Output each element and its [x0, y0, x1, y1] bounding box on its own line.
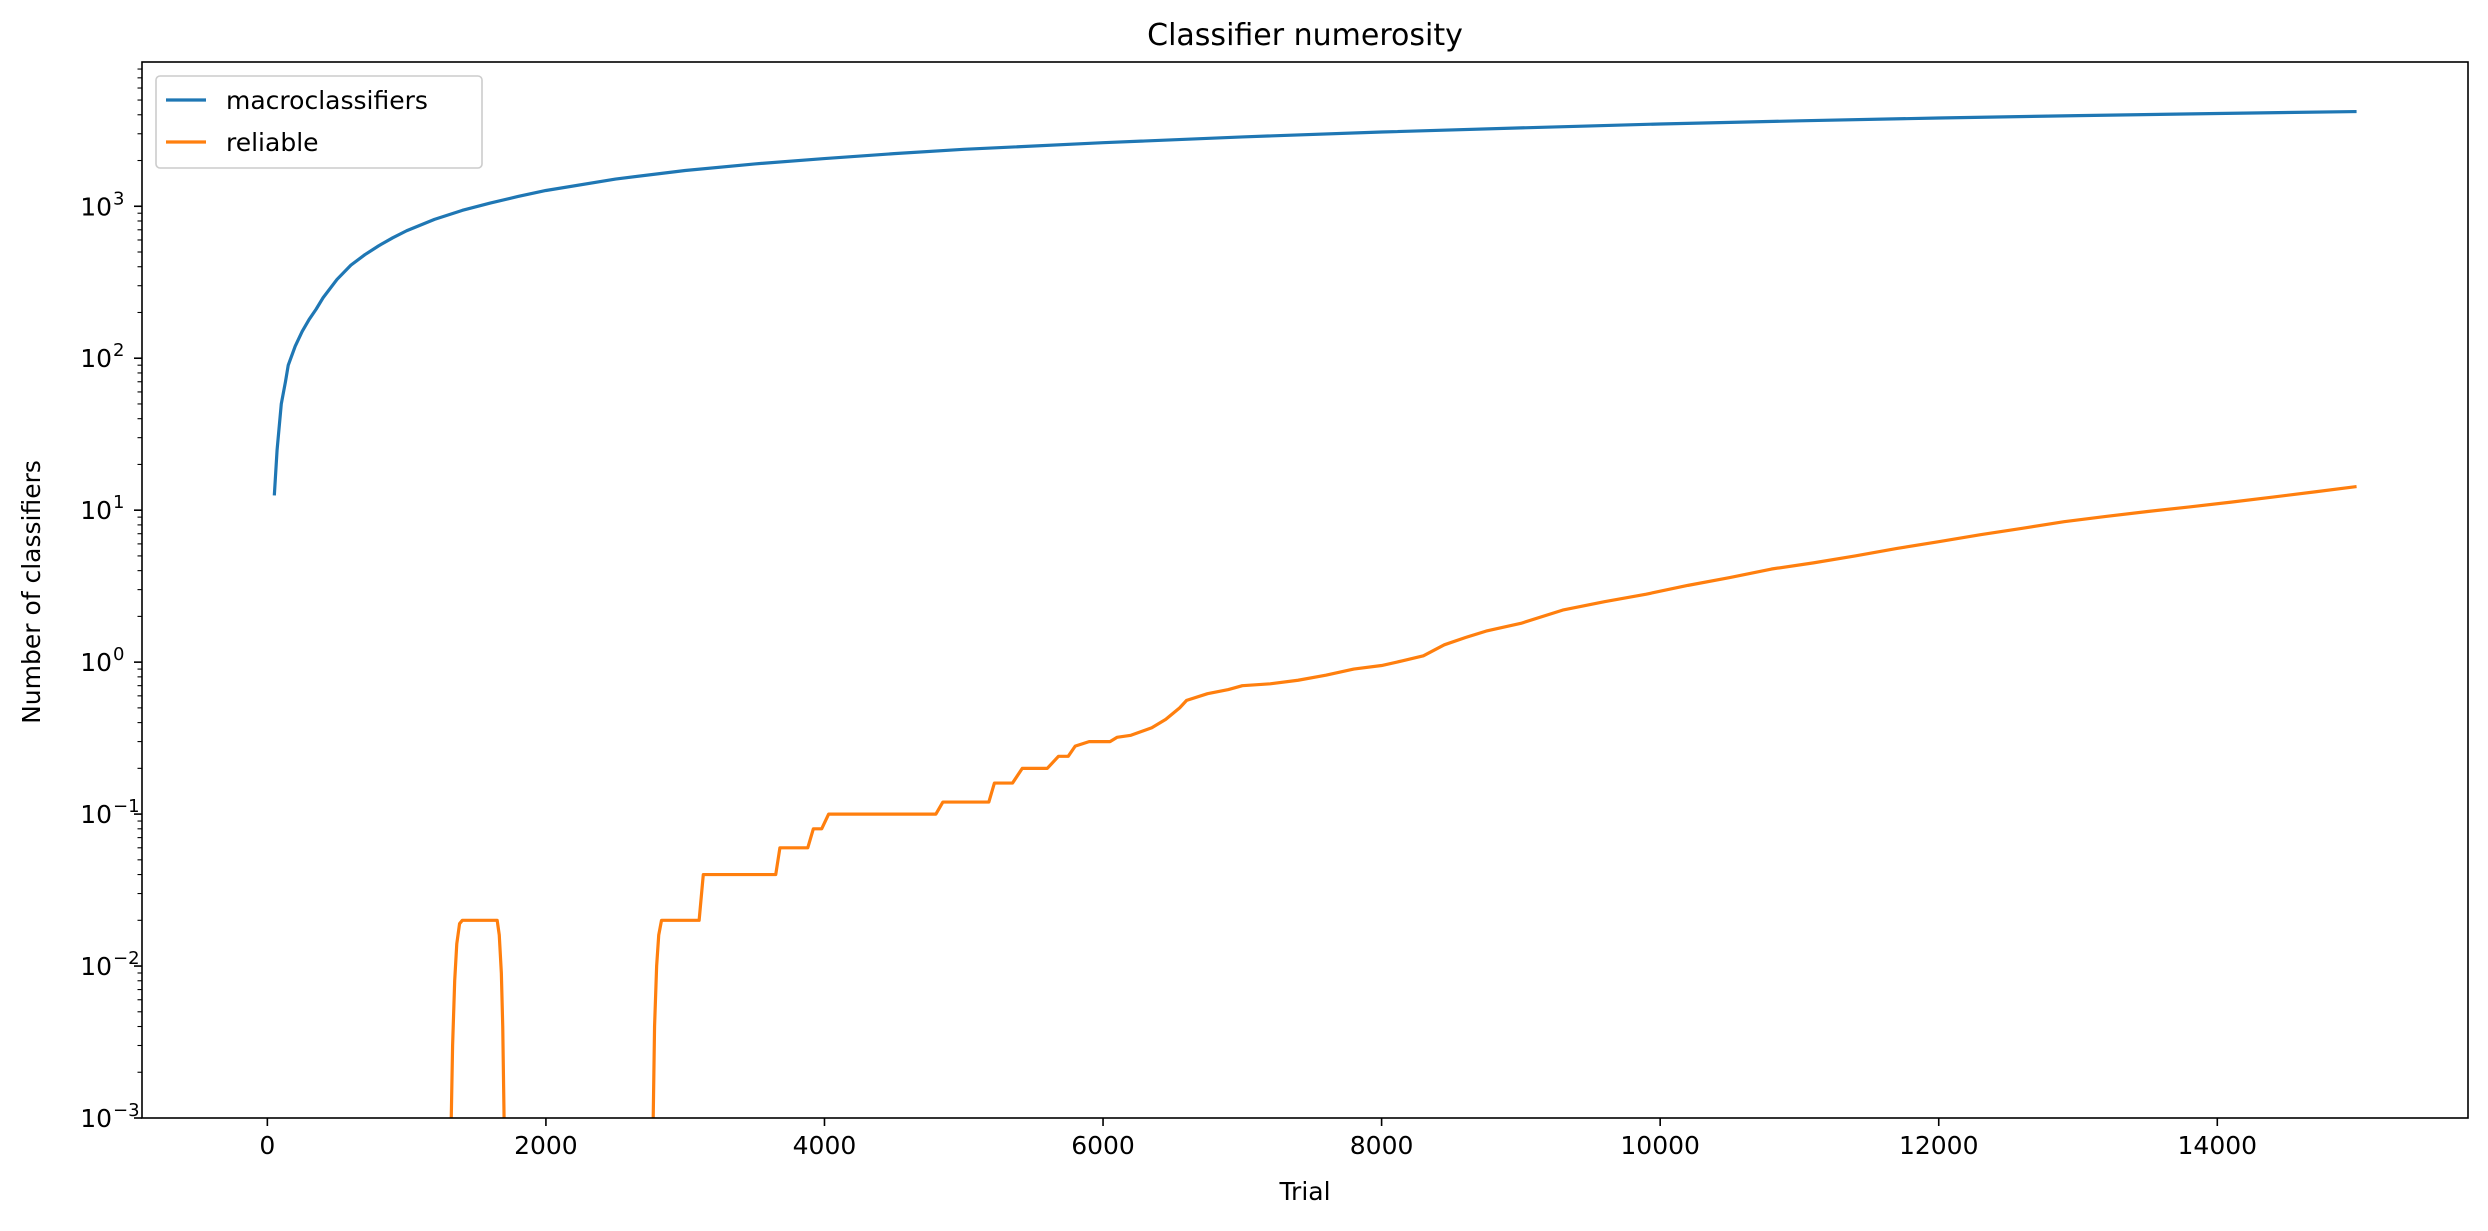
series-lines [272, 109, 2357, 1118]
legend: macroclassifiers reliable [155, 75, 483, 169]
series-line-reliable-2 [651, 484, 2357, 1118]
y-tick-label: 10 [80, 648, 112, 677]
x-tick-label: 6000 [1071, 1131, 1135, 1160]
x-axis: 0 2000 4000 6000 8000 10000 12000 14000 [259, 1118, 2257, 1160]
series-line-macroclassifiers [272, 109, 2357, 496]
y-tick-label: 10 [80, 1104, 112, 1133]
x-tick-label: 0 [259, 1131, 275, 1160]
chart-title: Classifier numerosity [1147, 18, 1463, 53]
y-tick-exponent: 1 [113, 492, 124, 513]
y-tick-exponent: 2 [113, 340, 124, 361]
legend-label-reliable: reliable [226, 128, 319, 157]
y-tick-label: 10 [80, 192, 112, 221]
x-tick-label: 4000 [793, 1131, 857, 1160]
y-tick-label: 10 [80, 344, 112, 373]
y-tick-exponent: −3 [113, 1100, 140, 1121]
y-tick-label: 10 [80, 800, 112, 829]
y-tick-label: 10 [80, 952, 112, 981]
x-tick-label: 14000 [2178, 1131, 2258, 1160]
x-tick-label: 8000 [1350, 1131, 1414, 1160]
y-tick-exponent: 3 [113, 188, 124, 209]
x-tick-label: 12000 [1899, 1131, 1979, 1160]
y-tick-exponent: 0 [113, 644, 124, 665]
legend-label-macroclassifiers: macroclassifiers [226, 86, 428, 115]
series-line-reliable-1 [449, 918, 506, 1118]
y-tick-exponent: −1 [113, 796, 140, 817]
y-tick-label: 10 [80, 496, 112, 525]
x-tick-label: 2000 [514, 1131, 578, 1160]
legend-box [155, 75, 483, 169]
x-tick-label: 10000 [1620, 1131, 1700, 1160]
y-axis-label: Number of classifiers [17, 460, 46, 724]
x-axis-label: Trial [1278, 1177, 1330, 1206]
y-tick-exponent: −2 [113, 948, 140, 969]
